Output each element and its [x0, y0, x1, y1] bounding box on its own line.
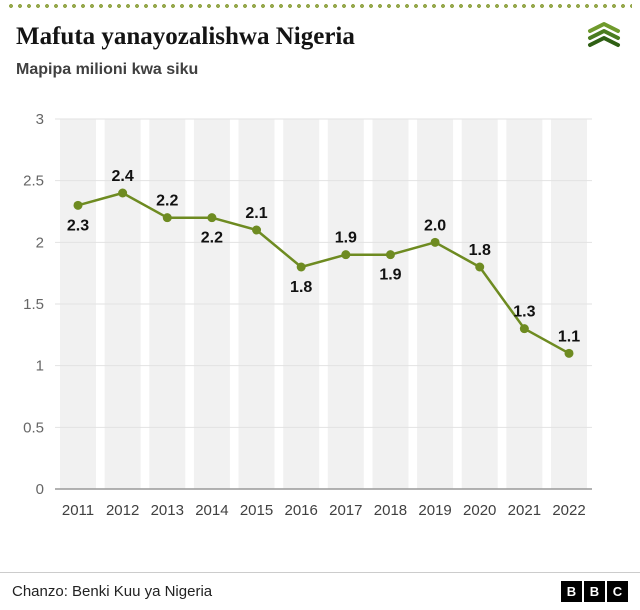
- value-label: 2.3: [67, 217, 89, 234]
- value-label: 1.1: [558, 328, 580, 345]
- y-tick-label: 3: [36, 111, 44, 128]
- x-tick-label: 2016: [284, 502, 317, 519]
- x-tick-label: 2017: [329, 502, 362, 519]
- series-line: [76, 191, 571, 355]
- value-label: 1.8: [469, 242, 491, 259]
- x-tick-label: 2022: [552, 502, 585, 519]
- data-point: [475, 262, 485, 272]
- value-label: 1.9: [335, 229, 357, 246]
- header: Mafuta yanayozalishwa Nigeria Mapipa mil…: [0, 9, 640, 79]
- x-tick-label: 2019: [418, 502, 451, 519]
- gridlines: [55, 118, 592, 490]
- x-tick-label: 2021: [508, 502, 541, 519]
- value-label: 1.9: [379, 266, 401, 283]
- data-point: [519, 323, 529, 333]
- x-tick-label: 2011: [62, 502, 94, 519]
- value-label: 2.0: [424, 217, 446, 234]
- page-title: Mafuta yanayozalishwa Nigeria: [16, 23, 355, 50]
- data-point: [162, 212, 172, 222]
- line-chart: 0 0.5 1 1.5 2 2.5 3 2.3 2.4 2.2 2.2 2.1 1.8 1.9 1.9 2.0…: [23, 111, 592, 519]
- data-point: [252, 225, 262, 235]
- data-point: [296, 262, 306, 272]
- y-tick-label: 2: [36, 234, 44, 251]
- value-label: 1.3: [513, 303, 535, 320]
- value-label: 2.4: [112, 168, 134, 185]
- source-text: Chanzo: Benki Kuu ya Nigeria: [12, 583, 213, 600]
- bbc-logo-letter: B: [561, 581, 582, 602]
- y-tick-label: 1: [36, 357, 44, 374]
- y-axis-labels: 0 0.5 1 1.5 2 2.5 3: [23, 111, 44, 498]
- y-tick-label: 2.5: [23, 172, 44, 189]
- value-label: 2.2: [201, 229, 223, 246]
- x-tick-label: 2015: [240, 502, 273, 519]
- x-tick-label: 2013: [151, 502, 184, 519]
- y-tick-label: 1.5: [23, 296, 44, 313]
- bbc-logo-letter: C: [607, 581, 628, 602]
- x-tick-label: 2018: [374, 502, 407, 519]
- data-point: [564, 348, 574, 358]
- data-point: [118, 188, 128, 198]
- footer: Chanzo: Benki Kuu ya Nigeria B B C: [0, 572, 640, 610]
- value-label: 2.1: [245, 205, 267, 222]
- decorative-dotted-border: [8, 3, 632, 9]
- bbc-logo: B B C: [561, 581, 628, 602]
- data-point: [73, 200, 83, 210]
- x-tick-label: 2012: [106, 502, 139, 519]
- chart-area: 0 0.5 1 1.5 2 2.5 3 2.3 2.4 2.2 2.2 2.1 1.8 1.9 1.9 2.0…: [0, 89, 640, 544]
- data-points: [73, 188, 574, 358]
- green-layers-logo-icon: [588, 22, 620, 47]
- brand-logo: [582, 15, 626, 59]
- data-point: [430, 237, 440, 247]
- x-tick-label: 2020: [463, 502, 496, 519]
- value-labels: 2.3 2.4 2.2 2.2 2.1 1.8 1.9 1.9 2.0 1.8 1.3 1.1: [67, 168, 580, 345]
- y-tick-label: 0: [36, 481, 44, 498]
- data-point: [385, 249, 395, 259]
- page-subtitle: Mapipa milioni kwa siku: [16, 60, 199, 78]
- x-tick-label: 2014: [195, 502, 228, 519]
- x-axis-labels: 2011 2012 2013 2014 2015 2016 2017 2018 2019 2020…: [62, 502, 586, 519]
- data-point: [207, 212, 217, 222]
- data-point: [341, 249, 351, 259]
- value-label: 1.8: [290, 279, 312, 296]
- value-label: 2.2: [156, 192, 178, 209]
- bbc-logo-letter: B: [584, 581, 605, 602]
- y-tick-label: 0.5: [23, 419, 44, 436]
